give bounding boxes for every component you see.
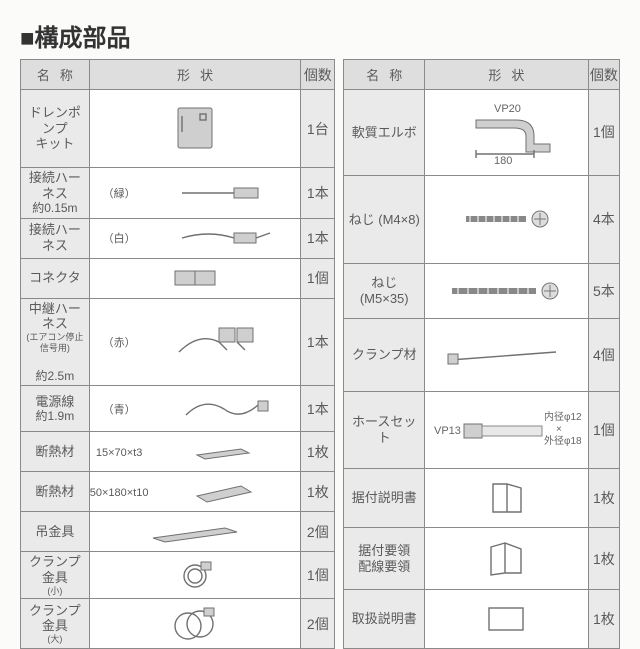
part-note: （青）: [89, 386, 148, 432]
part-qty: 2個: [301, 512, 335, 552]
shape-icon: [425, 528, 589, 590]
shape-icon: [148, 168, 300, 219]
table-row: クランプ金具(大) 2個: [21, 599, 335, 649]
svg-text:VP13: VP13: [434, 425, 461, 437]
shape-icon: VP13 内径φ12 × 外径φ18: [425, 391, 589, 468]
part-note: （赤）: [89, 298, 148, 386]
part-name: ホースセット: [344, 391, 425, 468]
part-name: ドレンポンプキット: [21, 90, 90, 168]
part-qty: 1個: [588, 90, 619, 176]
part-name: コネクタ: [21, 258, 90, 298]
shape-icon: [148, 472, 300, 512]
part-qty: 4本: [588, 175, 619, 263]
th-qty: 個数: [588, 60, 619, 90]
shape-icon: [425, 468, 589, 527]
part-name: 軟質エルボ: [344, 90, 425, 176]
table-row: クランプ金具(小) 1個: [21, 552, 335, 599]
part-qty: 1個: [588, 391, 619, 468]
shape-icon: [89, 552, 301, 599]
part-qty: 1本: [301, 168, 335, 219]
table-row: ドレンポンプキット 1台: [21, 90, 335, 168]
part-qty: 1枚: [588, 528, 619, 590]
table-row: 断熱材 15×70×t3 1枚: [21, 432, 335, 472]
shape-icon: [425, 175, 589, 263]
part-qty: 1枚: [301, 432, 335, 472]
table-row: 接続ハーネス約0.15m （緑） 1本: [21, 168, 335, 219]
shape-icon: [89, 599, 301, 649]
part-qty: 5本: [588, 263, 619, 318]
shape-icon: [425, 319, 589, 392]
table-row: 据付説明書 1枚: [344, 468, 620, 527]
svg-text:×: ×: [556, 424, 562, 435]
part-name: 据付説明書: [344, 468, 425, 527]
shape-icon: VP20 180: [425, 90, 589, 176]
part-name: 断熱材: [21, 472, 90, 512]
part-name: 吊金具: [21, 512, 90, 552]
part-qty: 1本: [301, 386, 335, 432]
shape-icon: [148, 386, 300, 432]
part-name: 断熱材: [21, 432, 90, 472]
part-note: （緑）: [89, 168, 148, 219]
th-qty: 個数: [301, 60, 335, 90]
parts-table-right: 名称 形状 個数 軟質エルボ VP20 180 1個 ねじ (M4×8) 4本 …: [343, 59, 620, 649]
parts-tables: 名称 形状 個数 ドレンポンプキット 1台 接続ハーネス約0.15m （緑） 1…: [20, 59, 620, 649]
table-row: クランプ材 4個: [344, 319, 620, 392]
part-note: （白）: [89, 218, 148, 258]
svg-text:VP20: VP20: [494, 103, 521, 115]
shape-icon: [425, 263, 589, 318]
table-row: 据付要領配線要領 1枚: [344, 528, 620, 590]
part-name: クランプ金具(大): [21, 599, 90, 649]
table-row: 中継ハーネス(エアコン停止信号用)約2.5m （赤） 1本: [21, 298, 335, 386]
table-row: 断熱材 50×180×t10 1枚: [21, 472, 335, 512]
part-name: クランプ金具(小): [21, 552, 90, 599]
part-qty: 1個: [301, 258, 335, 298]
part-qty: 1台: [301, 90, 335, 168]
parts-table-left: 名称 形状 個数 ドレンポンプキット 1台 接続ハーネス約0.15m （緑） 1…: [20, 59, 335, 649]
part-name: 接続ハーネス約0.15m: [21, 168, 90, 219]
part-qty: 1個: [301, 552, 335, 599]
shape-icon: [148, 432, 300, 472]
table-row: 電源線約1.9m （青） 1本: [21, 386, 335, 432]
part-qty: 1本: [301, 218, 335, 258]
part-qty: 2個: [301, 599, 335, 649]
th-shape: 形状: [425, 60, 589, 90]
part-qty: 1本: [301, 298, 335, 386]
part-qty: 1枚: [588, 468, 619, 527]
shape-icon: [148, 298, 300, 386]
th-name: 名称: [344, 60, 425, 90]
part-qty: 4個: [588, 319, 619, 392]
table-row: 軟質エルボ VP20 180 1個: [344, 90, 620, 176]
table-row: ねじ (M4×8) 4本: [344, 175, 620, 263]
table-row: 吊金具 2個: [21, 512, 335, 552]
part-name: 電源線約1.9m: [21, 386, 90, 432]
svg-text:内径φ12: 内径φ12: [544, 410, 582, 423]
part-name: 据付要領配線要領: [344, 528, 425, 590]
part-name: クランプ材: [344, 319, 425, 392]
part-name: 接続ハーネス: [21, 218, 90, 258]
th-name: 名称: [21, 60, 90, 90]
part-qty: 1枚: [301, 472, 335, 512]
table-row: 接続ハーネス （白） 1本: [21, 218, 335, 258]
svg-text:外径φ18: 外径φ18: [544, 434, 582, 447]
part-name: ねじ (M5×35): [344, 263, 425, 318]
part-note: 15×70×t3: [89, 432, 148, 472]
shape-icon: [89, 258, 301, 298]
part-name: 中継ハーネス(エアコン停止信号用)約2.5m: [21, 298, 90, 386]
table-row: コネクタ 1個: [21, 258, 335, 298]
section-title: ■構成部品: [20, 18, 620, 53]
table-row: ホースセット VP13 内径φ12 × 外径φ18 1個: [344, 391, 620, 468]
shape-icon: [89, 512, 301, 552]
part-note: 50×180×t10: [89, 472, 148, 512]
part-name: ねじ (M4×8): [344, 175, 425, 263]
table-row: ねじ (M5×35) 5本: [344, 263, 620, 318]
shape-icon: [89, 90, 301, 168]
svg-text:180: 180: [494, 155, 512, 164]
shape-icon: [148, 218, 300, 258]
th-shape: 形状: [89, 60, 301, 90]
